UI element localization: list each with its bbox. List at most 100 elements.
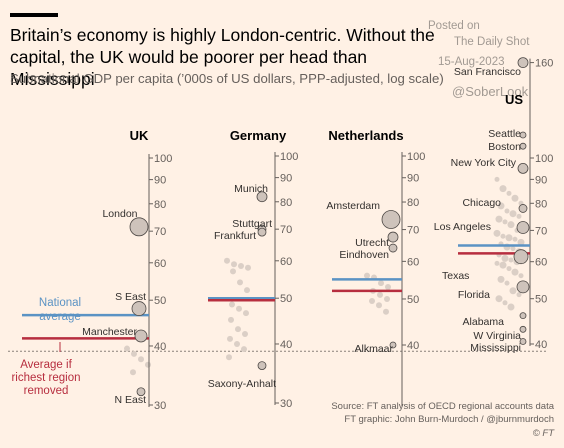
region-dot-us <box>502 219 508 225</box>
tick-label-netherlands: 60 <box>407 256 419 268</box>
region-label-stuttgart: Stuttgart <box>232 218 272 230</box>
region-label-new-york-city: New York City <box>451 157 517 169</box>
tick-label-netherlands: 70 <box>407 225 419 237</box>
tick-label-us: 40 <box>535 339 547 351</box>
region-dot-germany <box>244 287 250 294</box>
region-dot-us <box>507 221 515 229</box>
region-label-eindhoven: Eindhoven <box>339 249 389 261</box>
region-dot-us <box>516 292 522 298</box>
region-dot-chicago <box>518 204 528 213</box>
region-dot-eindhoven <box>388 243 398 253</box>
region-dot-germany <box>229 301 235 308</box>
tick-label-uk: 70 <box>154 226 166 238</box>
chart-subtitle: Subnational GDP per capita (’000s of US … <box>10 71 444 86</box>
region-dot-germany <box>238 262 244 269</box>
region-dot-us <box>509 210 517 218</box>
watermark-handle: @SoberLook <box>452 84 529 99</box>
region-dot-germany <box>224 257 230 264</box>
chart-title: Britain’s economy is highly London-centr… <box>10 25 435 89</box>
region-label-seattle: Seattle <box>488 128 521 140</box>
region-dot-us <box>505 234 513 242</box>
region-dot-los-angeles <box>516 221 530 234</box>
region-label-texas: Texas <box>442 270 469 282</box>
region-dot-utrecht <box>387 231 399 243</box>
region-dot-germany <box>234 340 240 347</box>
ft-logo: © FT <box>532 428 554 439</box>
region-label-w-virginia: W Virginia <box>473 330 521 342</box>
panel-heading-uk: UK <box>130 128 149 143</box>
region-dot-netherlands <box>383 308 389 315</box>
region-dot-us <box>504 208 510 214</box>
annotation-national-average-line1: National <box>39 297 81 309</box>
region-dot-mississippi <box>519 338 527 345</box>
region-dot-netherlands <box>378 280 384 287</box>
region-label-saxony-anhalt: Saxony-Anhalt <box>208 378 276 390</box>
region-label-san-francisco: San Francisco <box>454 66 521 78</box>
region-dot-us <box>493 229 501 237</box>
credit-note: FT graphic: John Burn-Murdoch / @jburnmu… <box>344 414 554 425</box>
region-label-alabama: Alabama <box>463 316 505 328</box>
annotation-excl-richest-line1: Average if <box>20 359 72 371</box>
region-label-florida: Florida <box>458 289 490 301</box>
region-dot-germany <box>228 316 234 323</box>
region-dot-germany <box>231 261 237 268</box>
region-dot-s-east <box>131 301 147 316</box>
region-label-alkmaar: Alkmaar <box>354 343 393 355</box>
region-label-manchester: Manchester <box>82 326 137 338</box>
tick-label-us: 160 <box>535 58 553 70</box>
region-dot-uk <box>131 350 137 357</box>
region-dot-texas <box>513 249 529 265</box>
region-dot-london <box>129 217 149 237</box>
region-dot-us <box>497 202 505 210</box>
region-dot-germany <box>245 264 251 271</box>
region-dot-boston <box>519 142 527 150</box>
annotation-excl-richest-line2: richest region <box>11 372 80 384</box>
region-dot-uk <box>124 345 130 352</box>
tick-label-germany: 60 <box>280 256 292 268</box>
tick-label-us: 100 <box>535 153 553 165</box>
region-dot-netherlands <box>377 291 383 298</box>
region-label-boston: Boston <box>488 141 521 153</box>
tick-label-germany: 80 <box>280 197 292 209</box>
region-dot-us <box>511 194 519 202</box>
region-label-utrecht: Utrecht <box>355 237 389 249</box>
tick-label-germany: 70 <box>280 224 292 236</box>
region-dot-us <box>511 268 519 276</box>
region-dot-amsterdam <box>381 210 401 229</box>
tick-label-us: 50 <box>535 294 547 306</box>
region-dot-germany <box>237 279 243 286</box>
tick-label-uk: 60 <box>154 258 166 270</box>
tick-label-uk: 100 <box>154 153 172 165</box>
region-label-los-angeles: Los Angeles <box>434 221 491 233</box>
tick-label-us: 60 <box>535 257 547 269</box>
tick-label-uk: 50 <box>154 295 166 307</box>
region-dot-us <box>495 295 503 303</box>
region-dot-florida <box>516 280 530 294</box>
tick-label-uk: 30 <box>154 400 166 412</box>
region-dot-frankfurt <box>257 227 267 237</box>
tick-label-germany: 90 <box>280 173 292 185</box>
region-dot-manchester <box>134 329 148 343</box>
region-dot-netherlands <box>364 272 370 279</box>
annotation-excl-richest-line3: removed <box>24 385 69 397</box>
region-dot-germany <box>236 305 242 312</box>
region-dot-netherlands <box>384 295 390 302</box>
region-dot-germany <box>243 310 249 317</box>
tick-label-germany: 100 <box>280 151 298 163</box>
region-dot-uk <box>138 356 144 363</box>
region-label-mississippi: Mississippi <box>470 342 521 354</box>
region-dot-us <box>502 300 508 306</box>
tick-label-netherlands: 100 <box>407 151 425 163</box>
region-dot-us <box>501 254 509 262</box>
tick-label-us: 80 <box>535 198 547 210</box>
region-dot-germany <box>230 268 236 275</box>
tick-label-netherlands: 90 <box>407 173 419 185</box>
region-dot-netherlands <box>376 302 382 309</box>
region-label-london: London <box>102 208 137 220</box>
region-dot-us <box>510 246 516 252</box>
region-dot-netherlands <box>369 298 375 305</box>
region-dot-us <box>516 213 522 219</box>
region-dot-alabama <box>519 312 527 320</box>
region-label-frankfurt: Frankfurt <box>214 230 256 242</box>
